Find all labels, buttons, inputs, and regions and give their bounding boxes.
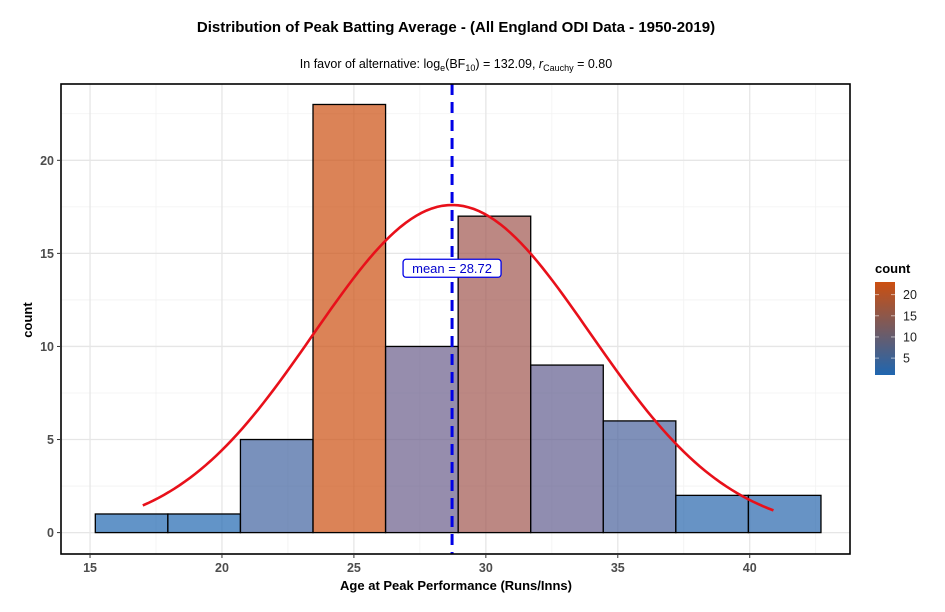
legend-colorbar	[875, 282, 895, 375]
y-axis: 0 5 10 15 20	[40, 154, 61, 540]
subtitle-r-value: = 0.80	[574, 57, 613, 71]
subtitle-r-subscript: Cauchy	[543, 63, 574, 73]
y-axis-title: count	[20, 302, 35, 338]
y-tick-label: 15	[40, 247, 54, 261]
subtitle-bf-subscript: 10	[465, 63, 475, 73]
legend-ticks: 5 10 15 20	[875, 288, 917, 366]
x-tick-label: 25	[347, 561, 361, 575]
normal-curve	[142, 203, 774, 512]
x-tick-label: 35	[611, 561, 625, 575]
histogram-bar	[602, 420, 677, 534]
subtitle-log-subscript: e	[440, 63, 445, 73]
y-tick-label: 0	[47, 526, 54, 540]
color-legend: count 5 10 15 20	[875, 261, 917, 375]
panel-border	[60, 83, 851, 555]
histogram-bar	[530, 364, 604, 534]
histogram-bar	[675, 494, 750, 534]
y-tick-label: 5	[47, 433, 54, 447]
y-tick-label: 20	[40, 154, 54, 168]
plot-panel: mean = 28.72	[60, 83, 851, 555]
x-axis: 15 20 25 30 35 40	[83, 554, 757, 575]
mean-label-box	[402, 258, 502, 278]
chart-title: Distribution of Peak Batting Average - (…	[197, 19, 715, 36]
histogram-bar	[167, 513, 242, 534]
x-tick-label: 20	[215, 561, 229, 575]
histogram-bar	[239, 438, 314, 534]
y-tick-label: 10	[40, 340, 54, 354]
legend-tick-label: 10	[903, 330, 917, 344]
x-axis-title: Age at Peak Performance (Runs/Inns)	[340, 578, 572, 593]
subtitle-r: r	[539, 57, 544, 71]
subtitle-bf-value: ) = 132.09,	[475, 57, 539, 71]
histogram-bar	[384, 345, 459, 534]
subtitle-bf: (BF	[445, 57, 466, 71]
legend-tick-label: 20	[903, 288, 917, 302]
x-tick-label: 40	[743, 561, 757, 575]
chart-subtitle: In favor of alternative: loge(BF10) = 13…	[300, 57, 612, 73]
x-tick-label: 30	[479, 561, 493, 575]
histogram-bar	[747, 494, 822, 534]
legend-tick-label: 15	[903, 309, 917, 323]
legend-tick-label: 5	[903, 352, 910, 366]
x-tick-label: 15	[83, 561, 97, 575]
subtitle-prefix: In favor of alternative: log	[300, 57, 440, 71]
mean-label: mean = 28.72	[402, 258, 502, 278]
histogram-bar	[94, 513, 169, 534]
legend-title: count	[875, 261, 911, 276]
mean-label-text: mean = 28.72	[412, 261, 492, 276]
